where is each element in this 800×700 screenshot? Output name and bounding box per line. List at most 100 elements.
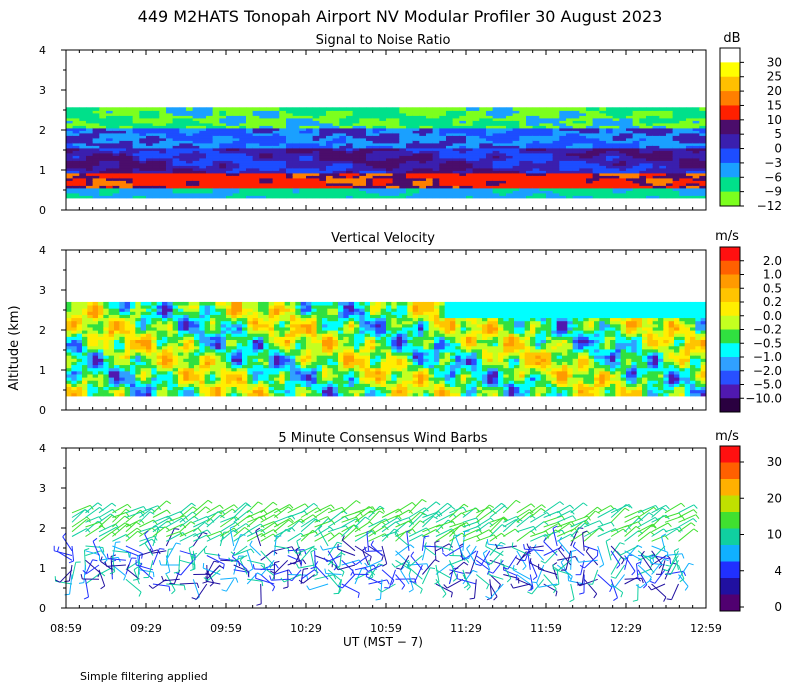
snr-cell bbox=[332, 129, 340, 134]
velocity-cell bbox=[306, 314, 312, 319]
snr-cell bbox=[79, 124, 87, 129]
snr-cell bbox=[659, 174, 667, 179]
snr-cell bbox=[252, 162, 260, 166]
snr-cell bbox=[432, 174, 440, 179]
velocity-cell bbox=[71, 377, 78, 381]
snr-cell bbox=[572, 119, 580, 124]
snr-cell bbox=[259, 147, 267, 151]
velocity-cell bbox=[71, 320, 78, 325]
snr-cell bbox=[186, 132, 194, 136]
snr-cell bbox=[586, 194, 594, 199]
snr-cell bbox=[586, 154, 594, 159]
snr-cell bbox=[452, 137, 460, 141]
snr-cell bbox=[566, 152, 574, 156]
snr-cell bbox=[272, 117, 280, 121]
velocity-cell bbox=[194, 317, 200, 322]
snr-cell bbox=[166, 189, 174, 194]
snr-cell bbox=[332, 134, 340, 139]
snr-cell bbox=[259, 167, 267, 171]
snr-cell bbox=[252, 182, 260, 186]
colorbar-swatch bbox=[720, 134, 740, 150]
snr-cell bbox=[159, 149, 167, 154]
snr-cell bbox=[519, 159, 527, 164]
snr-cell bbox=[132, 172, 140, 176]
snr-cell bbox=[446, 107, 454, 111]
velocity-cell bbox=[119, 311, 126, 315]
snr-cell bbox=[639, 124, 647, 129]
snr-cell bbox=[292, 174, 300, 179]
snr-cell bbox=[492, 172, 500, 176]
snr-cell bbox=[412, 172, 420, 176]
snr-cell bbox=[672, 137, 680, 141]
velocity-cell bbox=[98, 301, 104, 306]
velocity-cell bbox=[103, 305, 110, 309]
snr-cell bbox=[272, 192, 280, 196]
velocity-cell bbox=[172, 301, 179, 306]
snr-cell bbox=[592, 142, 600, 146]
velocity-cell bbox=[268, 336, 275, 340]
velocity-cell bbox=[108, 311, 115, 315]
snr-cell bbox=[666, 182, 674, 186]
snr-cell bbox=[399, 132, 407, 136]
snr-cell bbox=[452, 107, 460, 111]
snr-cell bbox=[346, 162, 354, 166]
snr-cell bbox=[326, 157, 334, 161]
snr-cell bbox=[472, 149, 480, 154]
snr-cell bbox=[359, 177, 367, 181]
snr-cell bbox=[372, 117, 380, 121]
velocity-cell bbox=[263, 311, 270, 315]
snr-cell bbox=[419, 124, 427, 129]
snr-cell bbox=[639, 142, 647, 146]
snr-cell bbox=[599, 117, 607, 121]
snr-cell bbox=[672, 122, 680, 126]
snr-cell bbox=[632, 177, 640, 181]
velocity-cell bbox=[306, 361, 312, 366]
snr-cell bbox=[426, 114, 434, 119]
snr-cell bbox=[112, 149, 120, 154]
snr-cell bbox=[179, 162, 187, 166]
snr-cell bbox=[546, 124, 554, 129]
snr-cell bbox=[106, 149, 114, 154]
snr-cell bbox=[606, 162, 614, 166]
velocity-cell bbox=[268, 392, 275, 397]
snr-cell bbox=[226, 124, 234, 129]
snr-cell bbox=[559, 149, 567, 154]
snr-cell bbox=[99, 177, 107, 181]
snr-cell bbox=[692, 189, 700, 194]
velocity-cell bbox=[220, 370, 227, 375]
snr-cell bbox=[86, 134, 94, 139]
velocity-cell bbox=[103, 386, 110, 391]
snr-cell bbox=[79, 137, 87, 141]
velocity-cell bbox=[140, 333, 147, 337]
velocity-cell bbox=[114, 342, 120, 347]
snr-cell bbox=[499, 112, 507, 116]
snr-cell bbox=[239, 119, 247, 124]
snr-cell bbox=[446, 134, 454, 139]
snr-cell bbox=[559, 129, 567, 134]
snr-cell bbox=[179, 124, 187, 129]
snr-cell bbox=[106, 187, 114, 191]
snr-cell bbox=[532, 174, 540, 179]
snr-cell bbox=[532, 179, 540, 184]
snr-cell bbox=[146, 194, 154, 199]
snr-cell bbox=[679, 144, 687, 149]
snr-cell bbox=[646, 124, 654, 129]
snr-cell bbox=[246, 162, 254, 166]
snr-cell bbox=[619, 192, 627, 196]
snr-cell bbox=[532, 137, 540, 141]
velocity-cell bbox=[151, 380, 158, 384]
velocity-cell bbox=[183, 348, 190, 353]
y-tick-label: 0 bbox=[39, 204, 46, 217]
snr-cell bbox=[72, 152, 80, 156]
snr-cell bbox=[339, 134, 347, 139]
snr-cell bbox=[146, 137, 154, 141]
snr-cell bbox=[119, 172, 127, 176]
velocity-cell bbox=[162, 336, 168, 340]
snr-cell bbox=[559, 139, 567, 144]
snr-cell bbox=[366, 152, 374, 156]
snr-cell bbox=[126, 124, 134, 129]
snr-cell bbox=[66, 109, 74, 114]
snr-cell bbox=[479, 187, 487, 191]
velocity-cell bbox=[87, 317, 94, 322]
velocity-cell bbox=[135, 314, 142, 319]
